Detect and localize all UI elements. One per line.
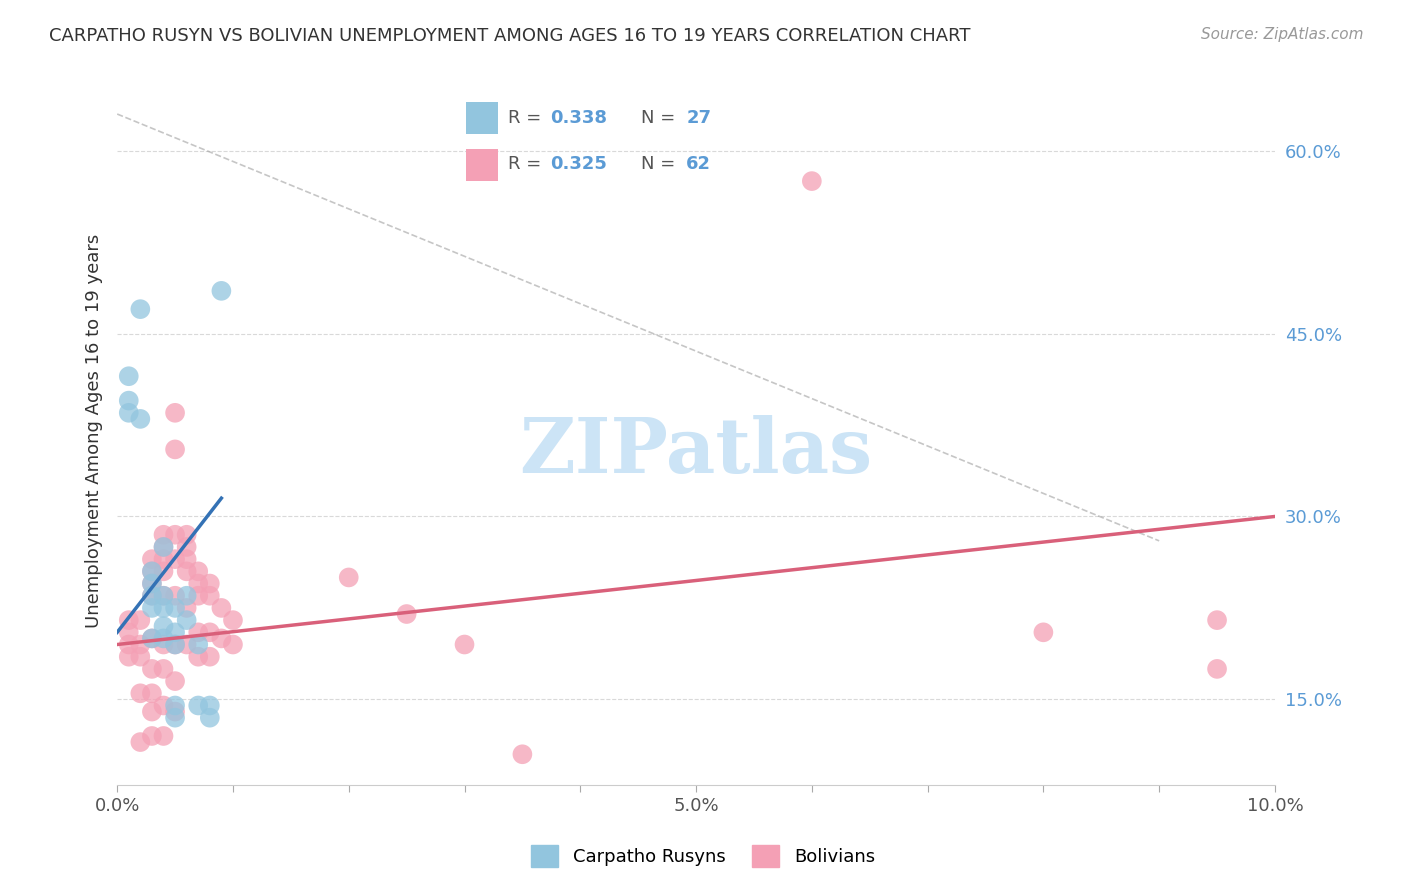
Point: [209, 284, 232, 298]
Point: [152, 565, 174, 579]
Point: [141, 589, 163, 603]
Point: [152, 698, 174, 713]
Point: [152, 540, 174, 554]
Point: [141, 589, 163, 603]
Point: [118, 638, 141, 652]
Point: [165, 698, 187, 713]
Point: [129, 412, 152, 426]
Point: [165, 674, 187, 689]
Point: [209, 632, 232, 646]
Point: [152, 632, 174, 646]
Point: [152, 540, 174, 554]
Point: [187, 565, 209, 579]
Point: [118, 393, 141, 408]
Point: [129, 613, 152, 627]
Point: [198, 698, 221, 713]
Point: [141, 565, 163, 579]
Point: [165, 638, 187, 652]
Point: [176, 613, 198, 627]
Point: [209, 601, 232, 615]
Point: [152, 601, 174, 615]
Point: [187, 649, 209, 664]
Point: [187, 589, 209, 603]
Point: [118, 625, 141, 640]
Point: [129, 686, 152, 700]
Text: Source: ZipAtlas.com: Source: ZipAtlas.com: [1201, 27, 1364, 42]
Point: [141, 705, 163, 719]
Point: [198, 649, 221, 664]
Point: [198, 711, 221, 725]
Point: [141, 686, 163, 700]
Point: [141, 552, 163, 566]
Point: [187, 576, 209, 591]
Point: [141, 632, 163, 646]
Point: [152, 589, 174, 603]
Point: [152, 662, 174, 676]
Point: [198, 589, 221, 603]
Point: [118, 406, 141, 420]
Point: [152, 638, 174, 652]
Text: CARPATHO RUSYN VS BOLIVIAN UNEMPLOYMENT AMONG AGES 16 TO 19 YEARS CORRELATION CH: CARPATHO RUSYN VS BOLIVIAN UNEMPLOYMENT …: [49, 27, 970, 45]
Point: [152, 619, 174, 633]
Point: [1032, 625, 1054, 640]
Point: [1206, 613, 1229, 627]
Point: [141, 662, 163, 676]
Point: [176, 528, 198, 542]
Point: [129, 649, 152, 664]
Point: [165, 442, 187, 457]
Point: [129, 302, 152, 317]
Point: [222, 613, 245, 627]
Point: [152, 552, 174, 566]
Point: [118, 649, 141, 664]
Point: [176, 552, 198, 566]
Point: [198, 576, 221, 591]
Point: [176, 540, 198, 554]
Y-axis label: Unemployment Among Ages 16 to 19 years: Unemployment Among Ages 16 to 19 years: [86, 234, 103, 628]
Point: [141, 601, 163, 615]
Point: [187, 638, 209, 652]
Point: [165, 528, 187, 542]
Point: [187, 698, 209, 713]
Point: [222, 638, 245, 652]
Point: [165, 589, 187, 603]
Point: [141, 729, 163, 743]
Point: [165, 625, 187, 640]
Point: [395, 607, 418, 621]
Point: [453, 638, 475, 652]
Point: [118, 369, 141, 384]
Point: [118, 613, 141, 627]
Point: [129, 735, 152, 749]
Point: [141, 576, 163, 591]
Point: [176, 589, 198, 603]
Point: [152, 729, 174, 743]
Point: [141, 632, 163, 646]
Point: [176, 638, 198, 652]
Point: [152, 589, 174, 603]
Text: ZIPatlas: ZIPatlas: [519, 416, 873, 490]
Point: [176, 565, 198, 579]
Point: [141, 576, 163, 591]
Point: [165, 711, 187, 725]
Point: [512, 747, 534, 762]
Point: [187, 625, 209, 640]
Point: [1206, 662, 1229, 676]
Legend: Carpatho Rusyns, Bolivians: Carpatho Rusyns, Bolivians: [524, 838, 882, 874]
Point: [141, 565, 163, 579]
Point: [165, 552, 187, 566]
Point: [337, 570, 360, 584]
Point: [165, 406, 187, 420]
Point: [165, 705, 187, 719]
Point: [165, 638, 187, 652]
Point: [198, 625, 221, 640]
Point: [129, 638, 152, 652]
Point: [800, 174, 823, 188]
Point: [165, 601, 187, 615]
Point: [152, 528, 174, 542]
Point: [176, 601, 198, 615]
